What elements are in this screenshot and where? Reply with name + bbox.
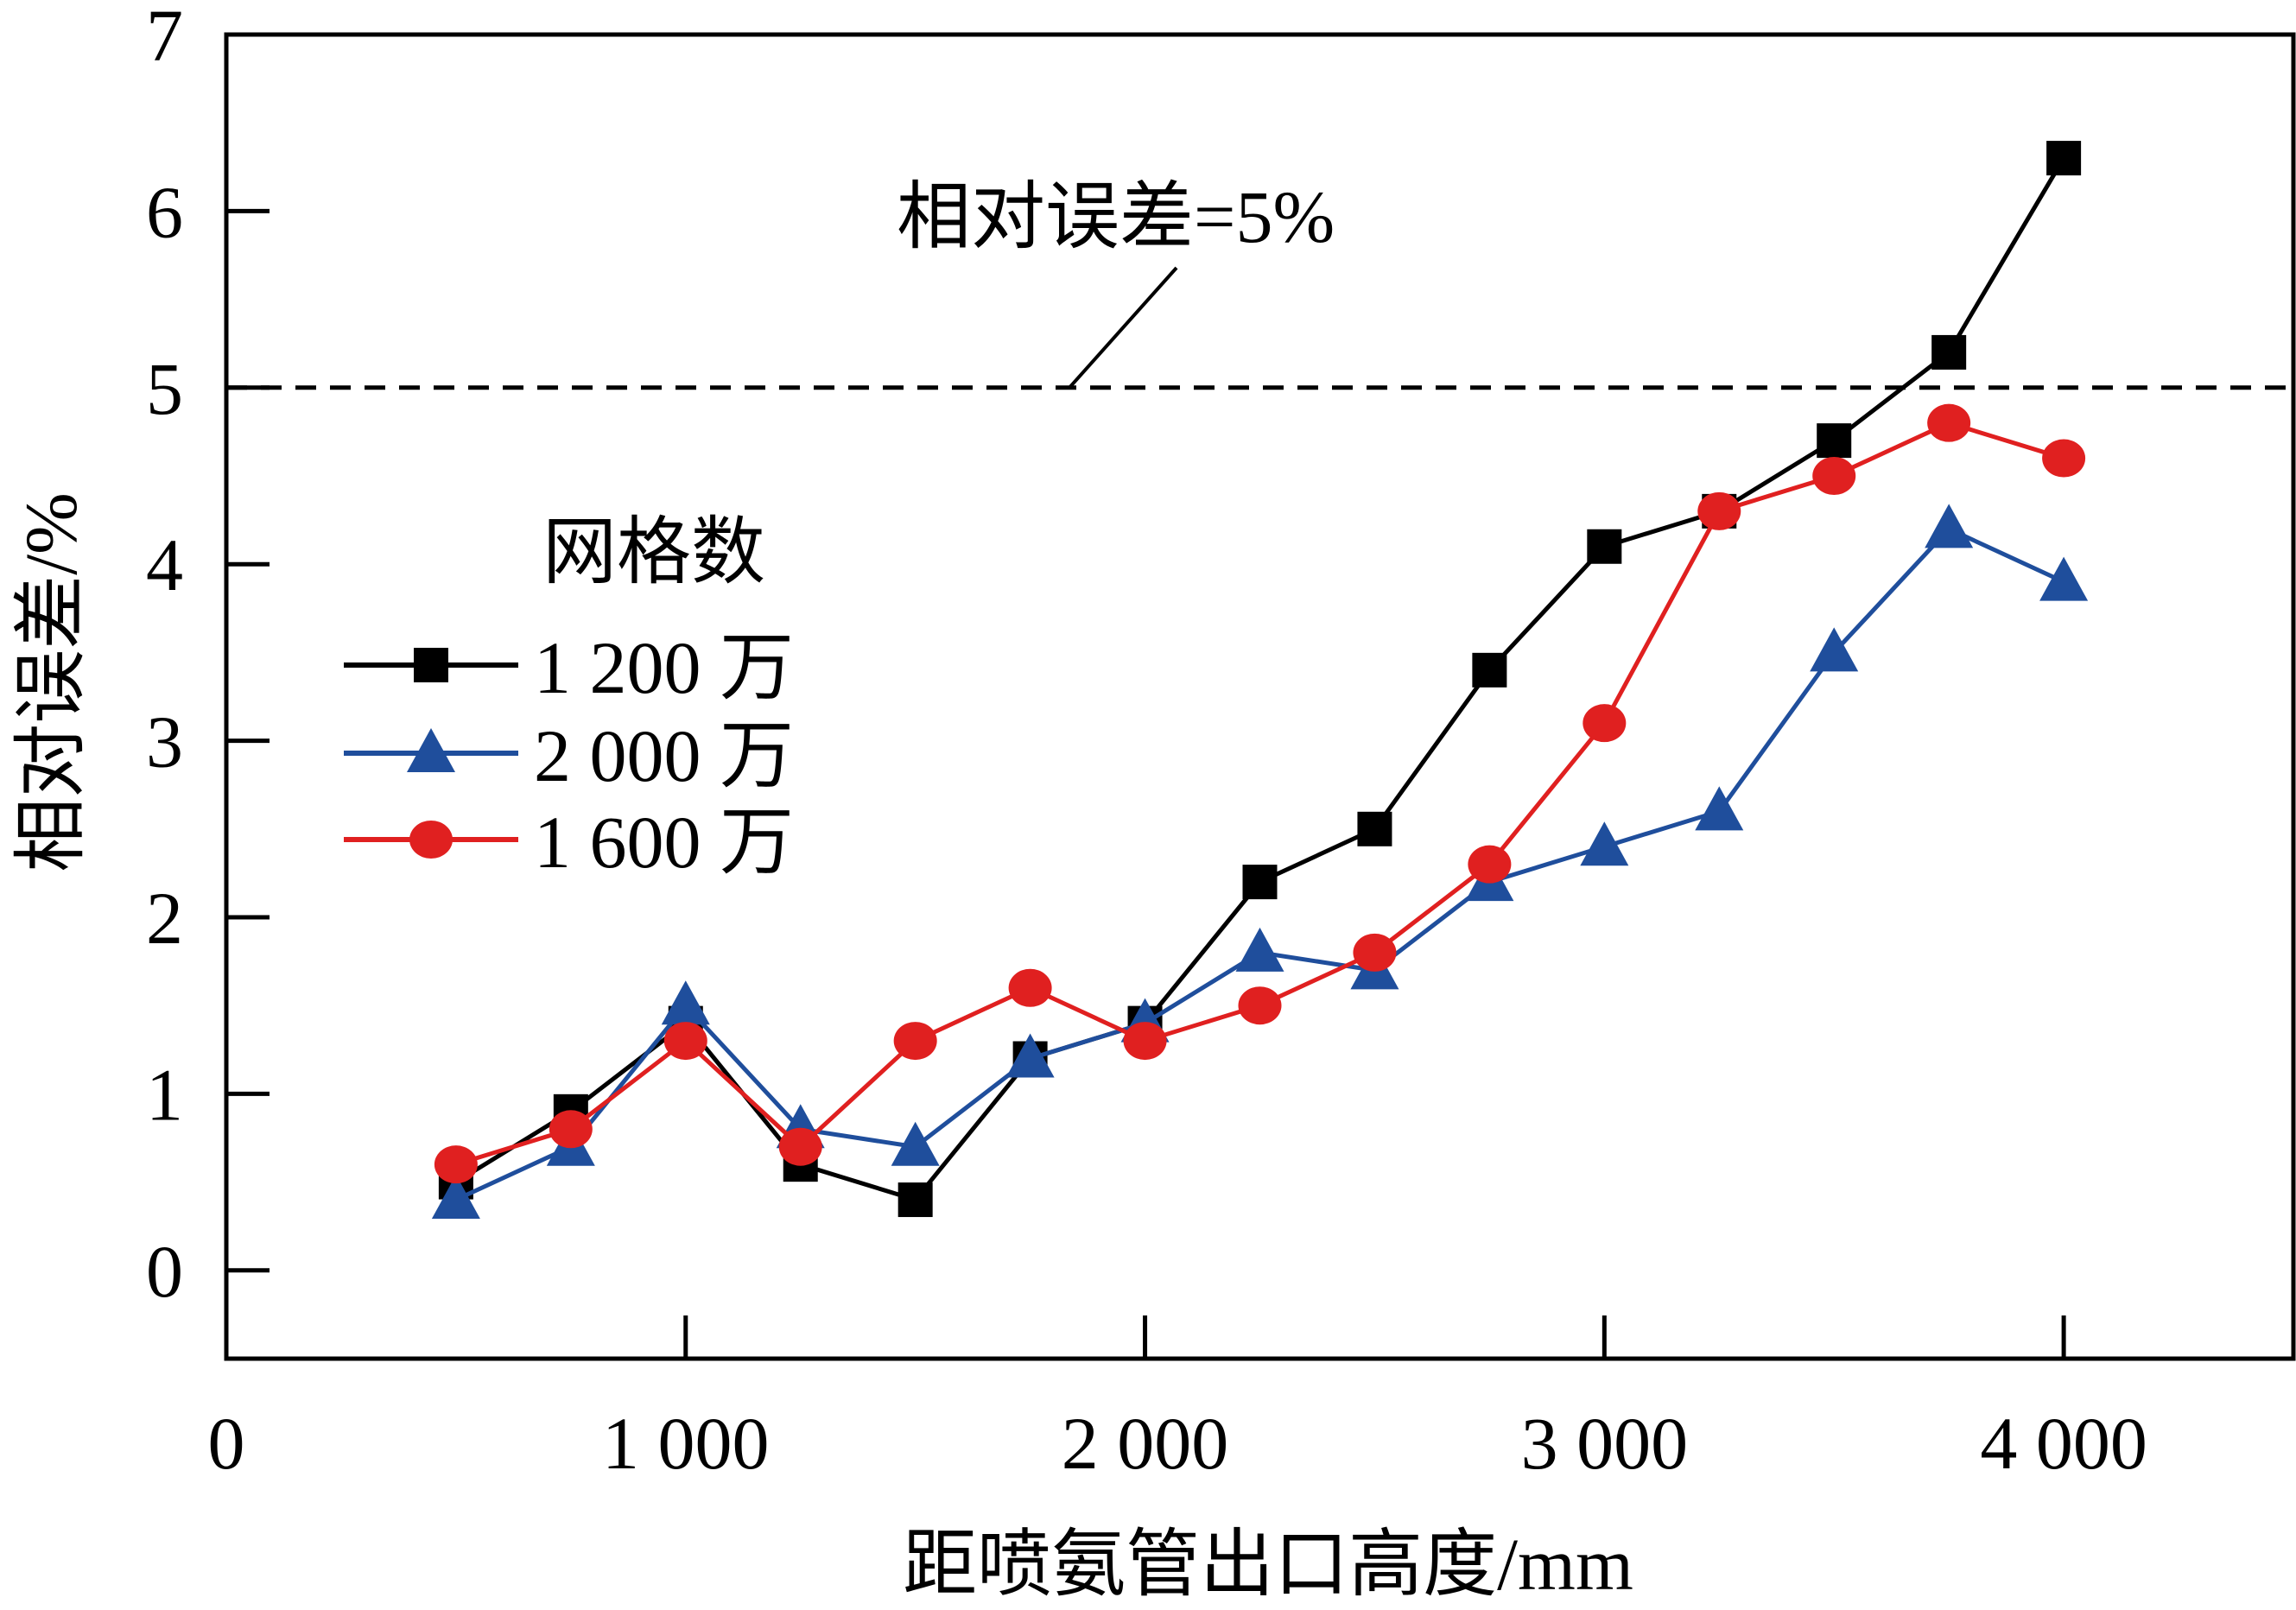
data-point <box>1695 786 1744 831</box>
y-tick-label: 1 <box>146 1053 183 1136</box>
data-point <box>661 980 710 1025</box>
data-point <box>431 1175 480 1220</box>
legend-item: 1 200 万 <box>344 626 794 709</box>
x-tick-label: 3 000 <box>1521 1402 1689 1485</box>
data-point <box>1927 403 1971 442</box>
legend-swatch-marker <box>414 648 448 682</box>
legend-item: 2 000 万 <box>344 714 794 797</box>
y-tick-label: 2 <box>146 877 183 960</box>
legend-title: 网格数 <box>542 510 765 593</box>
legend-swatch-marker <box>407 728 455 772</box>
data-point <box>1812 457 1856 495</box>
legend: 网格数 1 200 万2 000 万1 600 万 <box>344 510 794 884</box>
x-tick-label: 4 000 <box>1980 1402 2147 1485</box>
data-point <box>434 1145 478 1184</box>
data-point <box>1235 927 1284 972</box>
data-point <box>1697 491 1741 530</box>
x-tick-label: 2 000 <box>1062 1402 1229 1485</box>
data-point <box>1238 986 1282 1025</box>
y-tick-label: 3 <box>146 700 183 783</box>
data-point <box>1005 1033 1055 1078</box>
y-tick-label: 4 <box>146 523 183 606</box>
y-axis-title: 相对误差/% <box>10 492 92 872</box>
data-point <box>778 1127 822 1166</box>
legend-label: 1 600 万 <box>534 801 794 884</box>
data-point <box>897 1182 933 1218</box>
data-point <box>1123 1022 1167 1061</box>
data-point <box>1817 423 1852 459</box>
y-tick-label: 6 <box>146 170 183 253</box>
x-tick-label: 0 <box>208 1402 245 1485</box>
reference-line-label: 相对误差=5% <box>897 175 1335 258</box>
data-point <box>2039 556 2089 601</box>
data-point <box>1353 933 1397 972</box>
data-point <box>1587 529 1622 564</box>
axes-layer: 0 1 2 3 4 5 6 7 0 1 000 2 000 3 000 4 000 距喷氨管出口高度/mm… <box>10 0 2296 1606</box>
legend-swatch-marker <box>409 821 453 859</box>
data-point <box>1472 652 1507 688</box>
data-point <box>1357 811 1392 846</box>
x-axis-title: 距喷氨管出口高度/mm <box>903 1523 1633 1606</box>
data-point <box>663 1022 707 1061</box>
y-tick-label: 5 <box>146 347 183 430</box>
series-3 <box>434 403 2086 1184</box>
data-point <box>1925 504 1974 548</box>
data-point <box>1008 968 1052 1007</box>
data-point <box>549 1110 593 1149</box>
data-point <box>1580 821 1629 866</box>
data-point <box>1468 845 1512 884</box>
data-point <box>2042 439 2086 478</box>
y-tick-label: 7 <box>146 0 183 77</box>
data-point <box>893 1022 937 1061</box>
reference-line-layer: 相对误差=5% <box>226 175 2293 390</box>
plot-frame <box>224 32 2296 1361</box>
data-point <box>1931 334 1967 370</box>
data-point <box>891 1121 940 1166</box>
reference-line-leader <box>1068 266 1178 390</box>
legend-label: 2 000 万 <box>534 714 794 797</box>
y-tick-label: 0 <box>146 1230 183 1313</box>
x-tick-label: 1 000 <box>602 1402 770 1485</box>
legend-label: 1 200 万 <box>534 626 794 709</box>
data-point <box>1810 627 1859 672</box>
series-layer <box>431 141 2089 1220</box>
data-point <box>2046 141 2082 176</box>
data-point <box>1242 865 1278 900</box>
data-point <box>1582 704 1627 743</box>
legend-item: 1 600 万 <box>344 801 794 884</box>
